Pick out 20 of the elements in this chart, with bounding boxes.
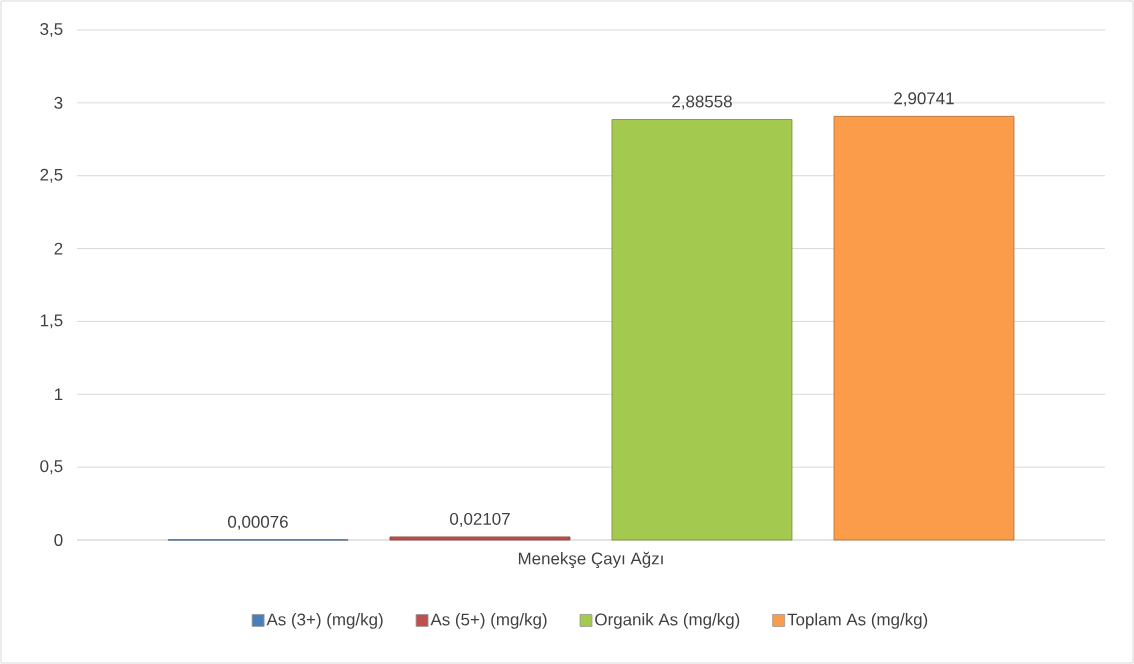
bar [611, 119, 793, 541]
legend-label: Organik As (mg/kg) [595, 613, 740, 629]
data-label: 2,90741 [894, 92, 954, 107]
x-tick-label: Menekşe Çayı Ağzı [518, 551, 663, 568]
data-label: 2,88558 [672, 95, 732, 110]
data-label: 0,00076 [228, 515, 288, 530]
legend-label: As (5+) (mg/kg) [430, 613, 547, 629]
y-tick-label: 1,5 [40, 314, 63, 329]
y-tick-label: 0 [54, 534, 63, 546]
y-tick-label: 3,5 [40, 23, 63, 37]
bar [389, 536, 571, 541]
y-tick-label: 2 [54, 242, 63, 255]
y-tick-label: 0,5 [40, 460, 63, 475]
y-tick-label: 2,5 [40, 168, 63, 183]
y-tick-label: 1 [55, 388, 63, 401]
legend-label: As (3+) (mg/kg) [266, 613, 383, 629]
y-tick-label: 3 [54, 96, 63, 109]
legend-label: Toplam As (mg/kg) [787, 613, 928, 629]
bar [833, 115, 1015, 541]
data-label: 0,02107 [450, 512, 510, 527]
